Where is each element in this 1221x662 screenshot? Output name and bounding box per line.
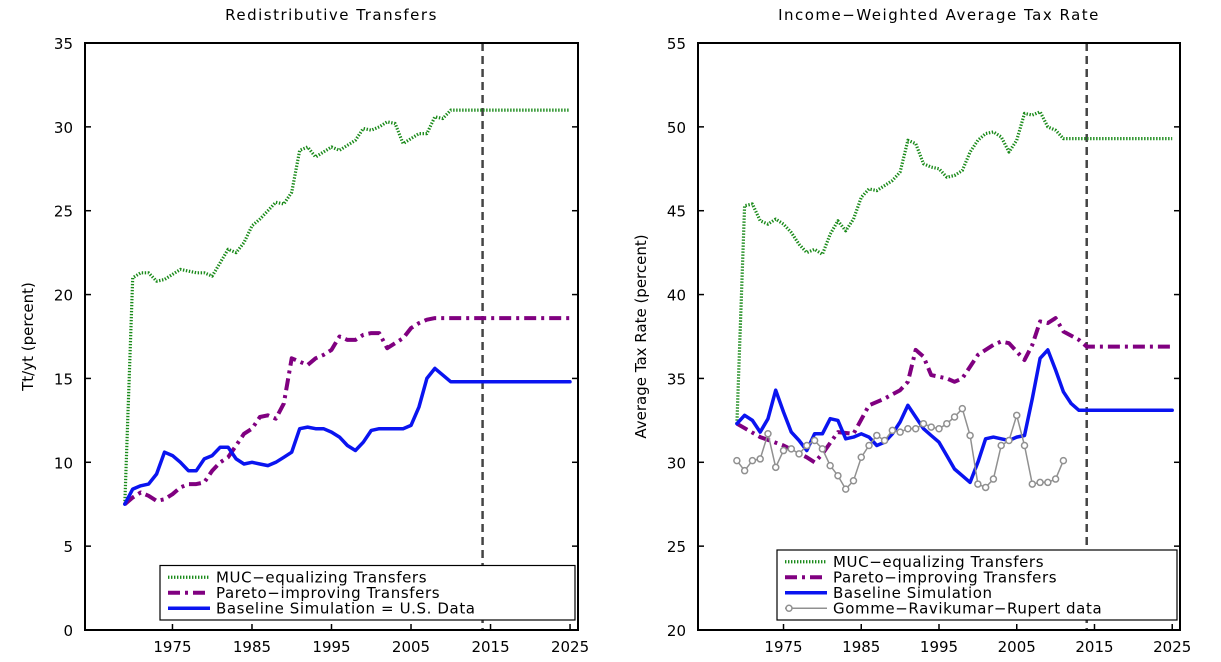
data-point xyxy=(958,404,967,413)
legend-label: MUC−equalizing Transfers xyxy=(833,553,1044,571)
series-line xyxy=(123,316,570,506)
y-tick-label: 35 xyxy=(54,35,73,53)
legend-marker xyxy=(785,604,793,612)
x-tick-label: 2025 xyxy=(551,638,589,656)
x-tick-label: 2015 xyxy=(471,638,509,656)
x-tick-label: 1995 xyxy=(920,638,958,656)
data-point xyxy=(888,426,897,435)
x-tick-label: 1995 xyxy=(312,638,350,656)
series-line xyxy=(735,316,1173,465)
plot-frame xyxy=(84,42,579,631)
x-tick-label: 1975 xyxy=(764,638,802,656)
data-point xyxy=(935,424,943,433)
y-tick-label: 40 xyxy=(667,287,686,305)
y-tick-label: 35 xyxy=(667,370,686,388)
y-tick-label: 30 xyxy=(54,119,73,137)
legend-label: Gomme−Ravikumar−Rupert data xyxy=(833,599,1102,617)
data-point xyxy=(997,441,1005,450)
legend-label: MUC−equalizing Transfers xyxy=(216,568,427,586)
y-tick-label: 20 xyxy=(667,622,686,640)
y-tick-label: 5 xyxy=(63,538,73,556)
data-point xyxy=(803,441,811,450)
data-point xyxy=(919,419,928,428)
data-point xyxy=(756,455,764,463)
data-point xyxy=(1028,480,1037,488)
data-point xyxy=(911,424,920,433)
data-point xyxy=(834,471,842,480)
data-point xyxy=(826,461,834,470)
plot-frame xyxy=(697,42,1181,631)
data-point xyxy=(880,436,889,445)
data-point xyxy=(795,450,803,458)
chart-title: Redistributive Transfers xyxy=(225,6,438,24)
legend-label: Pareto−improving Transfers xyxy=(216,584,440,602)
data-point xyxy=(1005,436,1013,445)
data-point xyxy=(974,480,982,488)
data-point xyxy=(748,456,757,465)
x-tick-label: 2005 xyxy=(392,638,430,656)
data-point xyxy=(904,424,912,433)
data-point xyxy=(1059,456,1068,465)
data-point xyxy=(857,453,866,462)
data-point xyxy=(865,441,873,450)
y-tick-label: 30 xyxy=(667,454,686,472)
data-point xyxy=(1012,411,1021,420)
legend: MUC−equalizing TransfersPareto−improving… xyxy=(159,564,576,621)
series-line xyxy=(123,366,572,506)
data-point xyxy=(818,445,827,453)
data-point xyxy=(1051,475,1060,483)
data-point xyxy=(1020,441,1029,450)
data-point xyxy=(849,476,858,485)
y-tick-label: 55 xyxy=(667,35,686,53)
legend-label: Baseline Simulation = U.S. Data xyxy=(216,599,476,617)
data-point xyxy=(981,483,990,492)
data-point xyxy=(873,431,881,440)
data-point xyxy=(810,436,819,445)
y-tick-label: 0 xyxy=(63,622,73,640)
x-tick-label: 1985 xyxy=(842,638,880,656)
x-tick-label: 1975 xyxy=(153,638,191,656)
series-line xyxy=(735,110,1173,424)
data-point xyxy=(787,445,796,453)
y-axis-label: Average Tax Rate (percent) xyxy=(632,234,650,438)
chart-title: Income−Weighted Average Tax Rate xyxy=(778,6,1100,24)
x-tick-label: 1985 xyxy=(233,638,271,656)
series-line xyxy=(123,108,570,505)
y-axis-label: Tt/yt (percent) xyxy=(19,282,37,392)
y-tick-label: 15 xyxy=(54,370,73,388)
legend: MUC−equalizing TransfersPareto−improving… xyxy=(776,549,1178,621)
data-point xyxy=(950,413,959,421)
legend-label: Pareto−improving Transfers xyxy=(833,568,1057,586)
data-point xyxy=(740,466,749,475)
data-point xyxy=(779,446,788,455)
x-tick-label: 2025 xyxy=(1153,638,1191,656)
series-line xyxy=(735,348,1174,485)
data-point xyxy=(989,475,998,483)
legend-label: Baseline Simulation xyxy=(833,584,993,602)
x-tick-label: 2005 xyxy=(998,638,1036,656)
y-tick-label: 25 xyxy=(667,538,686,556)
data-point xyxy=(771,463,780,472)
data-point xyxy=(1036,478,1044,487)
y-tick-label: 50 xyxy=(667,119,686,137)
data-point xyxy=(841,485,850,493)
panel: Redistributive Transfers Tt/yt (percent) 0… xyxy=(19,6,589,656)
data-point xyxy=(733,456,741,465)
y-tick-label: 20 xyxy=(54,287,73,305)
y-tick-label: 10 xyxy=(54,454,73,472)
x-tick-label: 2015 xyxy=(1075,638,1113,656)
data-point xyxy=(927,423,935,431)
panel: Income−Weighted Average Tax Rate Average … xyxy=(632,6,1191,656)
data-point xyxy=(943,419,951,428)
legend-box xyxy=(776,549,1178,621)
y-tick-label: 45 xyxy=(667,203,686,221)
y-tick-label: 25 xyxy=(54,203,73,221)
data-point xyxy=(966,431,974,440)
legend-box xyxy=(159,564,576,621)
data-point xyxy=(896,428,904,436)
data-point xyxy=(764,430,772,438)
data-point xyxy=(1044,478,1052,487)
